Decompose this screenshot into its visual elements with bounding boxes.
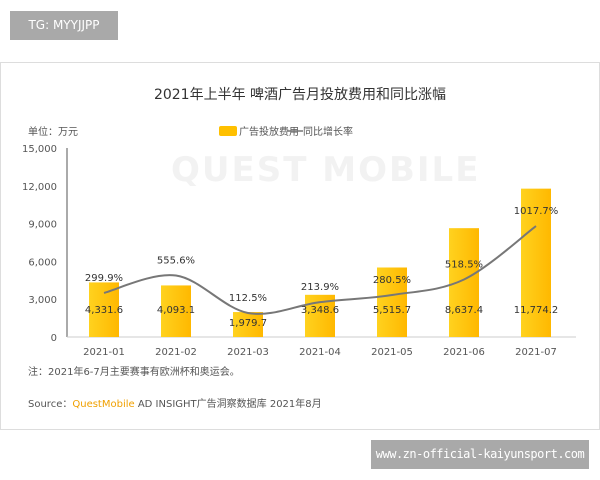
bar [233,312,263,337]
watermark-tag: TG: MYYJJPP [10,11,118,40]
bar-value-label: 8,637.4 [445,305,483,316]
bar [161,285,191,337]
line-value-label: 299.9% [85,273,123,284]
line-value-label: 555.6% [157,256,195,267]
line-value-label: 280.5% [373,275,411,286]
bar-value-label: 5,515.7 [373,305,411,316]
line-value-label: 112.5% [229,293,267,304]
line-value-label: 518.5% [445,260,483,271]
x-tick-label: 2021-05 [371,347,413,358]
y-tick-label: 6,000 [28,257,57,268]
growth-line [103,225,537,315]
unit-label: 单位：万元 [28,125,78,138]
x-tick-label: 2021-02 [155,347,197,358]
y-tick-label: 0 [51,333,57,344]
legend-bar-swatch [219,126,237,136]
source: Source：QuestMobile AD INSIGHT广告洞察数据库 202… [28,397,322,410]
bar-value-label: 3,348.6 [301,305,339,316]
chart-watermark: QUEST MOBILE [171,150,480,190]
y-tick-label: 15,000 [22,144,57,155]
bar [449,228,479,337]
chart-card: QUEST MOBILE 2021年上半年 啤酒广告月投放费用和同比涨幅 单位：… [0,62,600,430]
bar-value-label: 4,093.1 [157,305,195,316]
y-tick-label: 3,000 [28,295,57,306]
legend-line-label: 同比增长率 [303,125,353,138]
bar [89,282,119,337]
bar-value-label: 4,331.6 [85,305,123,316]
y-tick-label: 12,000 [22,182,57,193]
x-tick-label: 2021-07 [515,347,557,358]
bar [377,267,407,337]
bar-value-label: 1,979.7 [229,318,267,329]
bar-value-label: 11,774.2 [514,305,559,316]
x-tick-label: 2021-04 [299,347,341,358]
bar [521,188,551,337]
line-value-label: 213.9% [301,282,339,293]
y-tick-label: 9,000 [28,220,57,231]
chart: QUEST MOBILE 2021年上半年 啤酒广告月投放费用和同比涨幅 单位：… [22,87,576,410]
note: 注：2021年6-7月主要赛事有欧洲杯和奥运会。 [28,365,240,378]
chart-title: 2021年上半年 啤酒广告月投放费用和同比涨幅 [154,87,446,103]
line-value-label: 1017.7% [514,206,559,217]
site-tag: www.zn-official-kaiyunsport.com [371,440,589,469]
x-tick-label: 2021-01 [83,347,125,358]
x-tick-label: 2021-03 [227,347,269,358]
legend-bar-label: 广告投放费用 [239,125,299,138]
x-tick-label: 2021-06 [443,347,485,358]
